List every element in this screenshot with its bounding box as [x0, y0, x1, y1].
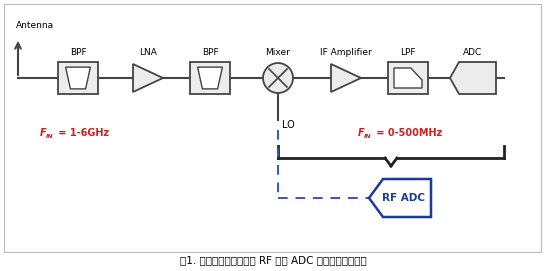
Polygon shape [388, 62, 428, 94]
Polygon shape [66, 67, 91, 89]
Text: 图1. 传统外差架构与使用 RF 采样 ADC 的架构之间的对比: 图1. 传统外差架构与使用 RF 采样 ADC 的架构之间的对比 [180, 255, 366, 265]
Polygon shape [331, 64, 361, 92]
Text: LPF: LPF [400, 48, 416, 57]
Text: F: F [40, 128, 46, 138]
Text: IN: IN [46, 134, 54, 139]
Polygon shape [450, 62, 496, 94]
Text: BPF: BPF [70, 48, 86, 57]
Polygon shape [394, 68, 422, 88]
Text: = 1-6GHz: = 1-6GHz [55, 128, 109, 138]
Text: = 0-500MHz: = 0-500MHz [373, 128, 442, 138]
Text: F: F [358, 128, 365, 138]
Polygon shape [190, 62, 230, 94]
Text: Mixer: Mixer [265, 48, 290, 57]
Polygon shape [58, 62, 98, 94]
Text: Antenna: Antenna [16, 21, 54, 30]
Text: IN: IN [364, 134, 372, 139]
Polygon shape [369, 179, 431, 217]
Polygon shape [133, 64, 163, 92]
Text: LNA: LNA [139, 48, 157, 57]
Text: IF Amplifier: IF Amplifier [320, 48, 372, 57]
Polygon shape [198, 67, 222, 89]
Text: RF ADC: RF ADC [382, 193, 424, 203]
Text: ADC: ADC [464, 48, 483, 57]
Circle shape [263, 63, 293, 93]
Text: BPF: BPF [201, 48, 218, 57]
Text: LO: LO [282, 120, 295, 130]
